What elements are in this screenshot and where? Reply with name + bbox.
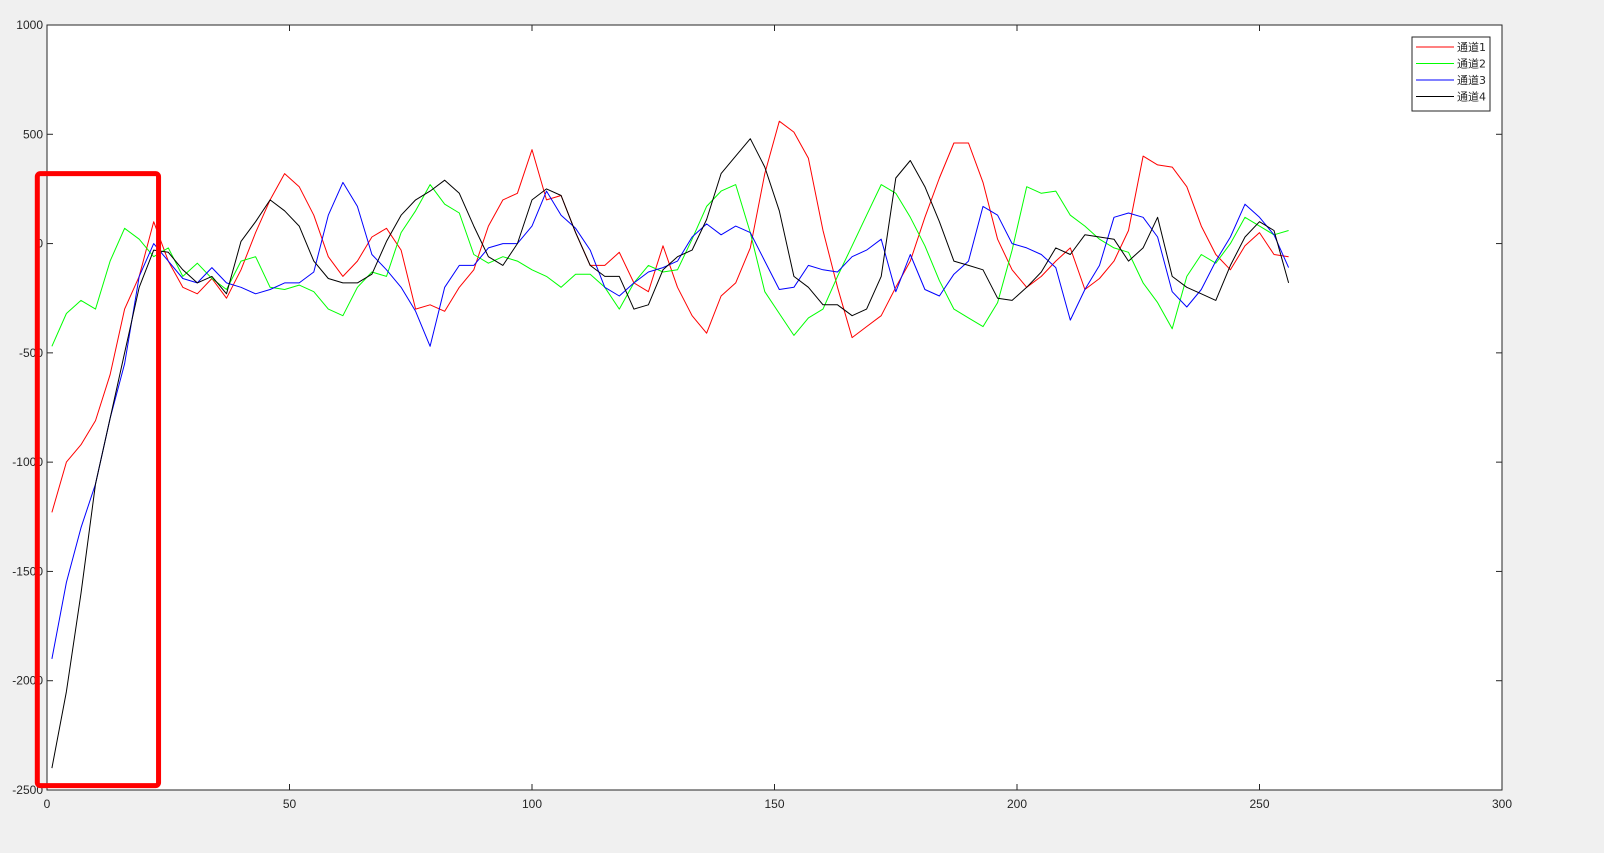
series-line-2 [51, 184, 1289, 347]
legend-label: 通道4 [1457, 90, 1486, 104]
y-tick-label: 500 [23, 127, 43, 141]
y-tick-label: 1000 [16, 18, 43, 32]
series-lines [51, 120, 1290, 769]
x-tick-label: 150 [764, 797, 784, 811]
y-tick-label: 0 [36, 237, 43, 251]
legend: 通道1 通道2 通道3 通道4 [1411, 36, 1491, 112]
series-line-4 [51, 138, 1290, 769]
x-tick-label: 100 [522, 797, 542, 811]
legend-box [1411, 36, 1491, 112]
y-tick-label: -2500 [12, 783, 43, 797]
x-tick-label: 0 [44, 797, 51, 811]
x-axis: 0 50 100 150 200 250 300 [44, 25, 1512, 811]
series-line-3 [51, 181, 1290, 659]
legend-label: 通道1 [1457, 40, 1486, 54]
legend-label: 通道3 [1457, 73, 1486, 87]
x-tick-label: 200 [1007, 797, 1027, 811]
legend-label: 通道2 [1457, 57, 1486, 71]
x-tick-label: 250 [1249, 797, 1269, 811]
plot-area [46, 24, 1503, 791]
x-tick-label: 300 [1492, 797, 1512, 811]
x-tick-label: 50 [283, 797, 297, 811]
series-line-1 [51, 120, 1289, 513]
highlight-annotation-box [34, 171, 162, 789]
